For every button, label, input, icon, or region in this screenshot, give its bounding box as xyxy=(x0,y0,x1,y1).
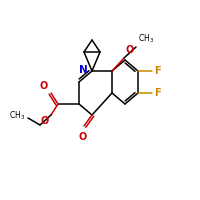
Text: N: N xyxy=(79,65,88,75)
Text: F: F xyxy=(154,88,161,98)
Text: O: O xyxy=(125,45,133,55)
Text: F: F xyxy=(154,66,161,76)
Text: CH$_3$: CH$_3$ xyxy=(138,32,154,45)
Text: CH$_3$: CH$_3$ xyxy=(9,110,25,122)
Text: O: O xyxy=(41,116,49,126)
Text: O: O xyxy=(79,132,87,142)
Text: O: O xyxy=(40,81,48,91)
